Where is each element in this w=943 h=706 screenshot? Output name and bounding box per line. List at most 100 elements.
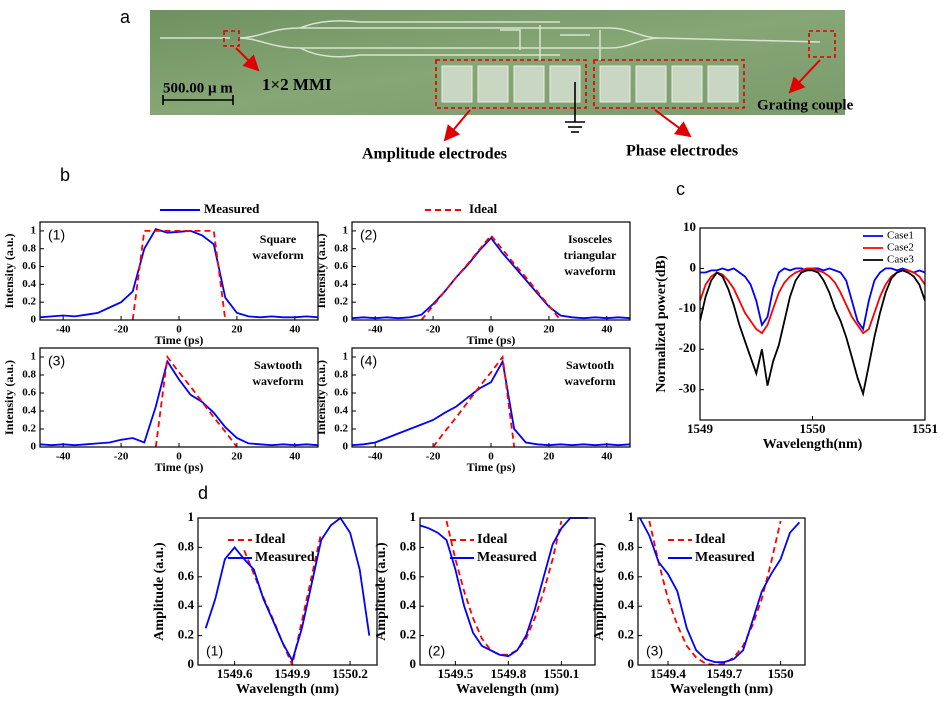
- annotation: Square: [260, 232, 297, 246]
- x-tick-label: 1549.8: [491, 666, 527, 681]
- annotation: Sawtooth: [254, 358, 302, 372]
- y-axis-label: Normalized power(dB): [654, 255, 669, 393]
- annotation: waveform: [564, 264, 615, 278]
- annotation: Isosceles: [568, 232, 612, 246]
- y-tick-label: 0.2: [22, 423, 36, 435]
- y-tick-label: 0.2: [334, 296, 348, 308]
- y-tick-label: 0: [410, 656, 417, 671]
- x-tick-label: -40: [56, 451, 71, 463]
- x-tick-label: -20: [426, 451, 441, 463]
- series-line: [420, 517, 588, 658]
- x-tick-label: 40: [601, 451, 613, 463]
- x-axis-label: Wavelength (nm): [236, 682, 339, 697]
- y-tick-label: 0: [31, 441, 37, 453]
- y-tick-label: 1: [628, 509, 635, 524]
- y-tick-label: 0.6: [22, 260, 36, 272]
- y-tick-label: 0: [188, 656, 195, 671]
- y-tick-label: 10: [683, 219, 696, 234]
- legend-label: Case3: [887, 254, 914, 266]
- x-axis-label: Wavelength (nm): [456, 682, 559, 697]
- legend-label: Case2: [887, 242, 914, 254]
- series-line: [352, 358, 630, 447]
- panel-index: (1): [206, 643, 223, 659]
- x-tick-label: 1550: [768, 666, 794, 681]
- panel-index: (1): [48, 227, 65, 243]
- legend-label: Ideal: [255, 532, 285, 547]
- series-line: [204, 516, 371, 663]
- x-tick-label: 1550.2: [332, 666, 368, 681]
- y-tick-label: 0.4: [400, 597, 417, 612]
- amplitude-label: Amplitude electrodes: [362, 146, 507, 163]
- y-tick-label: 0.8: [22, 242, 36, 254]
- y-tick-label: 0.6: [22, 387, 36, 399]
- phase-label: Phase electrodes: [626, 143, 738, 160]
- x-axis-label: Time (ps): [467, 333, 516, 347]
- y-tick-label: 0.4: [178, 597, 195, 612]
- y-tick-label: 0.6: [178, 568, 195, 583]
- y-tick-label: 0.8: [618, 538, 635, 553]
- mmi-label: 1×2 MMI: [262, 75, 332, 94]
- y-tick-label: 0.2: [400, 627, 416, 642]
- plot-frame: [637, 517, 806, 666]
- series-line: [40, 359, 318, 447]
- y-axis-label: Amplitude (a.u.): [592, 542, 607, 641]
- scale-bar-label: 500.00 μ m: [163, 80, 233, 96]
- x-tick-label: -40: [368, 324, 383, 336]
- legend-label: Ideal: [695, 532, 725, 547]
- y-tick-label: 0: [343, 441, 349, 453]
- panel-index: (3): [646, 643, 663, 659]
- annotation: waveform: [252, 248, 303, 262]
- series-line: [639, 517, 801, 663]
- plot-frame: [419, 517, 596, 666]
- series-line: [432, 354, 516, 447]
- x-tick-label: 20: [231, 324, 243, 336]
- x-tick-label: 0: [176, 451, 182, 463]
- y-tick-label: 0: [343, 314, 349, 326]
- plot-frame: [351, 221, 631, 321]
- x-tick-label: 20: [543, 451, 555, 463]
- y-tick-label: -10: [679, 300, 696, 315]
- y-tick-label: 0.8: [400, 538, 417, 553]
- panel-index: (2): [360, 227, 377, 243]
- panel-label: b: [60, 165, 70, 185]
- legend-label: Case1: [887, 230, 914, 242]
- y-tick-label: 0.6: [618, 568, 635, 583]
- y-axis-label: Intensity (a.u.): [2, 233, 16, 308]
- chip-photo: 500.00 μ m 1×2 MMI Grating couple Amplit…: [150, 10, 854, 163]
- y-tick-label: 0.2: [22, 296, 36, 308]
- panel-label: a: [120, 7, 131, 27]
- plot-frame: [699, 227, 926, 421]
- x-tick-label: 40: [289, 324, 301, 336]
- y-tick-label: 0.6: [334, 387, 348, 399]
- panel-label: c: [676, 179, 685, 199]
- series-line: [131, 230, 227, 320]
- y-axis-label: Intensity (a.u.): [2, 360, 16, 435]
- panel-label: d: [198, 483, 208, 503]
- plot-frame: [351, 347, 631, 448]
- y-tick-label: 0.8: [22, 369, 36, 381]
- x-tick-label: 0: [176, 324, 182, 336]
- x-axis-label: Wavelength (nm): [670, 682, 773, 697]
- y-tick-label: 0.8: [334, 369, 348, 381]
- annotation: triangular: [564, 248, 617, 262]
- x-tick-label: 1549.5: [437, 666, 473, 681]
- panel-index: (4): [360, 353, 377, 369]
- x-tick-label: -40: [56, 324, 71, 336]
- y-tick-label: 0.4: [334, 278, 348, 290]
- y-tick-label: 0.6: [334, 260, 348, 272]
- series-line: [154, 354, 238, 447]
- y-tick-label: 0.6: [400, 568, 417, 583]
- y-tick-label: 1: [31, 224, 37, 236]
- y-tick-label: 0: [690, 259, 697, 274]
- legend-label: Measured: [477, 550, 537, 565]
- x-tick-label: -20: [426, 324, 441, 336]
- x-axis-label: Time (ps): [155, 333, 204, 347]
- y-tick-label: 0: [31, 314, 37, 326]
- plot-frame: [39, 221, 319, 321]
- y-tick-label: 1: [410, 509, 417, 524]
- y-tick-label: 0.8: [178, 538, 195, 553]
- x-tick-label: 0: [488, 324, 494, 336]
- series-line: [420, 233, 562, 320]
- series-line: [700, 269, 925, 398]
